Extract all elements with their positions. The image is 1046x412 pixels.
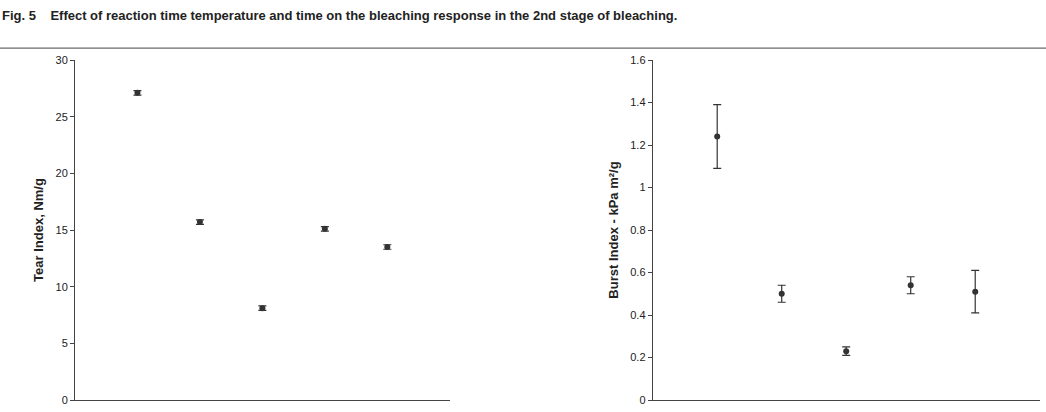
svg-text:Burst Index - kPa m²/g: Burst Index - kPa m²/g bbox=[606, 161, 621, 298]
svg-text:0: 0 bbox=[62, 394, 68, 406]
svg-text:0.2: 0.2 bbox=[630, 351, 645, 363]
svg-text:0: 0 bbox=[639, 394, 645, 406]
svg-text:1.2: 1.2 bbox=[630, 139, 645, 151]
svg-text:0.8: 0.8 bbox=[630, 224, 645, 236]
svg-text:10: 10 bbox=[56, 281, 68, 293]
svg-text:20: 20 bbox=[56, 167, 68, 179]
svg-text:1.6: 1.6 bbox=[630, 54, 645, 66]
svg-text:1.4: 1.4 bbox=[630, 96, 645, 108]
svg-text:1: 1 bbox=[639, 181, 645, 193]
svg-text:25: 25 bbox=[56, 111, 68, 123]
svg-text:Tear Index, Nm/g: Tear Index, Nm/g bbox=[31, 178, 46, 282]
svg-text:30: 30 bbox=[56, 54, 68, 66]
svg-text:5: 5 bbox=[62, 337, 68, 349]
svg-text:15: 15 bbox=[56, 224, 68, 236]
svg-text:0.6: 0.6 bbox=[630, 266, 645, 278]
svg-text:0.4: 0.4 bbox=[630, 309, 645, 321]
svg-text:Fig. 5 Effect of reaction t: Fig. 5 Effect of reaction time temperatu… bbox=[2, 8, 677, 23]
